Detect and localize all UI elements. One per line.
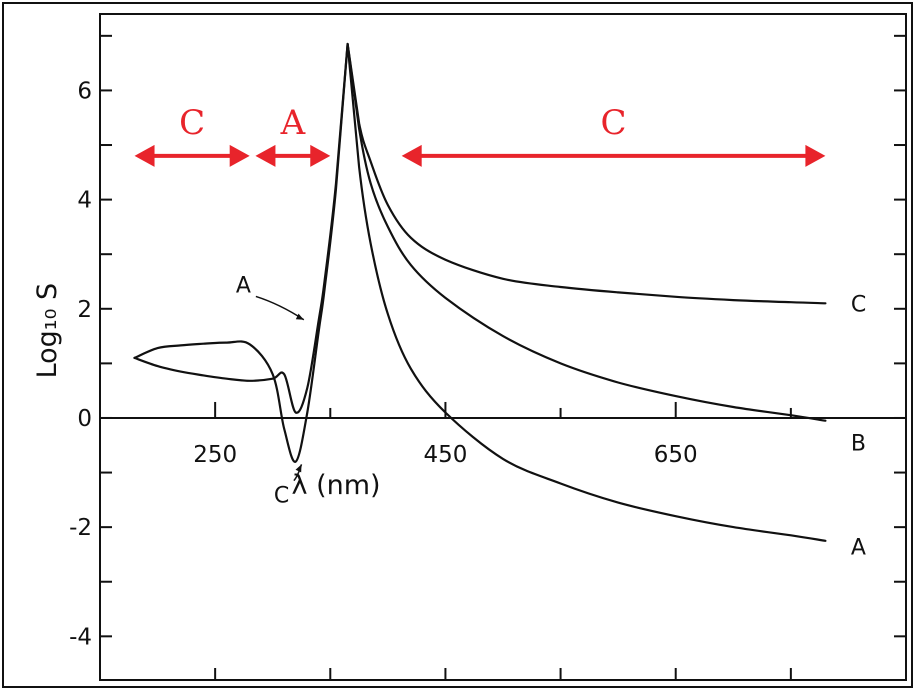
region-arrowhead-right-0: [229, 144, 250, 167]
x-axis-label: λ (nm): [292, 470, 381, 501]
plot-frame: [99, 13, 907, 681]
y-tick-label: 0: [77, 406, 92, 432]
curve-annotations: AC: [236, 273, 305, 509]
series-curves: [133, 42, 827, 542]
x-tick-label: 250: [193, 442, 237, 468]
region-label-C: C: [179, 103, 205, 143]
y-tick-label: 4: [77, 188, 92, 214]
y-tick-label: 6: [77, 78, 92, 104]
series-B-line: [346, 42, 827, 422]
region-arrowhead-left-2: [401, 144, 422, 167]
axis-ticks: [100, 34, 906, 680]
series-C-line: [133, 42, 827, 463]
x-tick-label: 650: [654, 442, 698, 468]
annotation-label-A: A: [236, 273, 251, 298]
region-arrowhead-right-2: [805, 144, 826, 167]
y-tick-label: 2: [77, 297, 92, 323]
curve-label-B: B: [851, 432, 866, 457]
tick-labels: 250 450 650 6 4 2 0 -2 -4: [69, 78, 698, 650]
y-tick-label: -4: [69, 624, 92, 650]
region-label-A: A: [280, 103, 306, 143]
annotation-arrowhead-A: [295, 313, 304, 320]
annotation-arrowhead-C: [295, 464, 302, 473]
region-label-C: C: [601, 103, 627, 143]
curve-labels: C B A: [851, 292, 866, 560]
region-arrowhead-left-1: [255, 144, 276, 167]
region-arrowhead-right-1: [310, 144, 331, 167]
curve-label-A: A: [851, 535, 866, 560]
y-axis-label: Log₁₀ S: [32, 283, 63, 379]
annotation-label-C: C: [274, 484, 289, 509]
x-tick-label: 450: [423, 442, 467, 468]
region-arrowhead-left-0: [134, 144, 155, 167]
curve-label-C: C: [851, 292, 866, 317]
y-tick-label: -2: [69, 515, 92, 541]
